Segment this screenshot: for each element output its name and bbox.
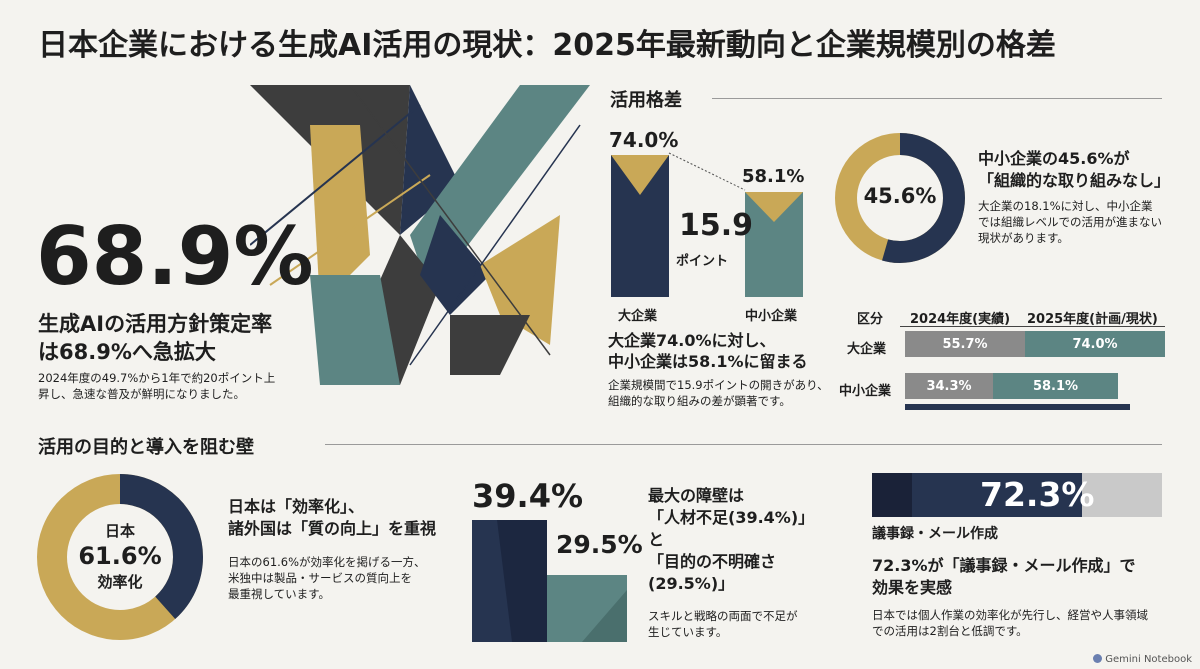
org-headline-line1: 中小企業の45.6%が [978,149,1130,168]
gap-headline: 大企業74.0%に対し、 中小企業は58.1%に留まる [608,330,808,372]
purpose-donut-bottom: 効率化 [97,573,143,591]
table-row-small-2024: 34.3% [905,373,993,399]
table-header-2024: 2024年度(実績) [910,312,1011,327]
table-row-small-2025: 58.1% [993,373,1118,399]
purpose-headline-line2: 諸外国は「質の向上」を重視 [228,519,437,538]
comparison-table: 区分 2024年度(実績) 2025年度(計画/現状) 大企業 55.7% 74… [835,300,1165,415]
gap-desc-line2: 組織的な取り組みの差が顕著です。 [608,394,791,408]
org-desc-line3: 現状があります。 [978,231,1069,245]
purpose-donut-top: 日本 [104,522,135,540]
usage-bar-accent [872,473,912,517]
org-headline-line2: 「組織的な取り組みなし」 [978,171,1171,190]
table-shadow-bar [905,404,1130,410]
org-headline: 中小企業の45.6%が 「組織的な取り組みなし」 [978,148,1170,192]
table-header-rule [900,326,1165,327]
table-row-large-2024: 55.7% [905,331,1025,357]
gap-diff-value: 15.9 [679,208,754,243]
gap-bar-chart [611,152,803,297]
org-desc-line2: では組織レベルでの活用が進まない [978,215,1162,229]
purpose-headline: 日本は「効率化」、 諸外国は「質の向上」を重視 [228,496,436,540]
hero-desc-line2: 昇し、急速な普及が鮮明になりました。 [38,387,245,401]
gap-section-title: 活用格差 [610,90,682,111]
usage-desc-line1: 日本では個人作業の効率化が先行し、経営や人事領域 [872,608,1148,622]
purpose-headline-line1: 日本は「効率化」、 [228,497,365,516]
barrier-headline-line2: 「人材不足(39.4%)」 [648,508,815,527]
usage-bar-track: 72.3% [872,473,1162,517]
page-title: 日本企業における生成AI活用の現状：2025年最新動向と企業規模別の格差 [38,28,1056,63]
geometric-art [250,85,590,385]
barrier-headline: 最大の障壁は 「人材不足(39.4%)」 と 「目的の不明確さ (29.5%)」 [648,485,814,595]
org-donut-value: 45.6% [863,184,937,208]
purpose-donut-center: 日本 61.6% 効率化 [70,520,170,592]
gap-large-value: 74.0% [609,128,679,152]
barrier-desc-line1: スキルと戦略の両面で不足が [648,609,798,623]
gap-large-label: 大企業 [618,309,658,324]
barrier-bar-chart [472,520,627,642]
purpose-section-rule [325,444,1162,445]
gemini-logo-icon [1093,654,1103,663]
purpose-donut-value: 61.6% [78,542,162,570]
barrier-headline-line5: (29.5%)」 [648,574,735,593]
barrier-value-2: 29.5% [556,530,643,559]
table-row-large-label: 大企業 [847,342,887,357]
table-row-small-label: 中小企業 [839,384,892,399]
table-header-2025: 2025年度(計画/現状) [1027,312,1158,327]
org-desc-line1: 大企業の18.1%に対し、中小企業 [978,199,1153,213]
barrier-value-1: 39.4% [472,477,584,515]
usage-headline-line2: 効果を実感 [872,578,953,597]
barrier-headline-line4: 「目的の不明確さ [648,552,777,571]
hero-headline-line1: 生成AIの活用方針策定率 [38,312,273,336]
purpose-section-title: 活用の目的と導入を阻む壁 [38,437,254,458]
usage-desc-line2: での活用は2割台と低調です。 [872,624,1028,638]
org-donut [835,133,965,263]
hero-headline-line2: は68.9%へ急拡大 [38,340,216,364]
barrier-description: スキルと戦略の両面で不足が 生じています。 [648,608,798,640]
gap-diff-unit: ポイント [676,254,729,269]
usage-description: 日本では個人作業の効率化が先行し、経営や人事領域 での活用は2割台と低調です。 [872,607,1148,639]
hero-headline: 生成AIの活用方針策定率 は68.9%へ急拡大 [38,310,272,366]
purpose-desc-line3: 最重視しています。 [228,587,331,601]
gap-headline-line2: 中小企業は58.1%に留まる [608,352,808,371]
barrier-desc-line2: 生じています。 [648,625,728,639]
footer-brand: Gemini Notebook [1093,654,1192,665]
barrier-headline-line3: と [648,530,665,549]
purpose-donut [37,474,203,640]
gap-desc-line1: 企業規模間で15.9ポイントの開きがあり、 [608,378,829,392]
gap-small-value: 58.1% [742,166,805,187]
hero-desc-line1: 2024年度の49.7%から1年で約20ポイント上 [38,371,276,385]
barrier-headline-line1: 最大の障壁は [648,486,745,505]
purpose-desc-line2: 米独中は製品・サービスの質向上を [228,571,412,585]
footer-brand-text: Gemini Notebook [1105,654,1192,665]
gap-description: 企業規模間で15.9ポイントの開きがあり、 組織的な取り組みの差が顕著です。 [608,377,829,409]
hero-value: 68.9% [36,210,314,303]
purpose-description: 日本の61.6%が効率化を掲げる一方、 米独中は製品・サービスの質向上を 最重視… [228,554,426,602]
gap-section-rule [712,98,1162,99]
usage-bar-label: 議事録・メール作成 [872,526,998,542]
usage-headline: 72.3%が「議事録・メール作成」で 効果を実感 [872,555,1136,599]
hero-description: 2024年度の49.7%から1年で約20ポイント上 昇し、急速な普及が鮮明になり… [38,370,318,402]
usage-value: 72.3% [980,475,1095,514]
gap-small-label: 中小企業 [745,309,798,324]
table-row-large-2025: 74.0% [1025,331,1165,357]
gap-headline-line1: 大企業74.0%に対し、 [608,331,776,350]
usage-headline-line1: 72.3%が「議事録・メール作成」で [872,556,1136,575]
purpose-desc-line1: 日本の61.6%が効率化を掲げる一方、 [228,555,426,569]
table-header-category: 区分 [857,312,884,327]
org-description: 大企業の18.1%に対し、中小企業 では組織レベルでの活用が進まない 現状があり… [978,198,1162,246]
